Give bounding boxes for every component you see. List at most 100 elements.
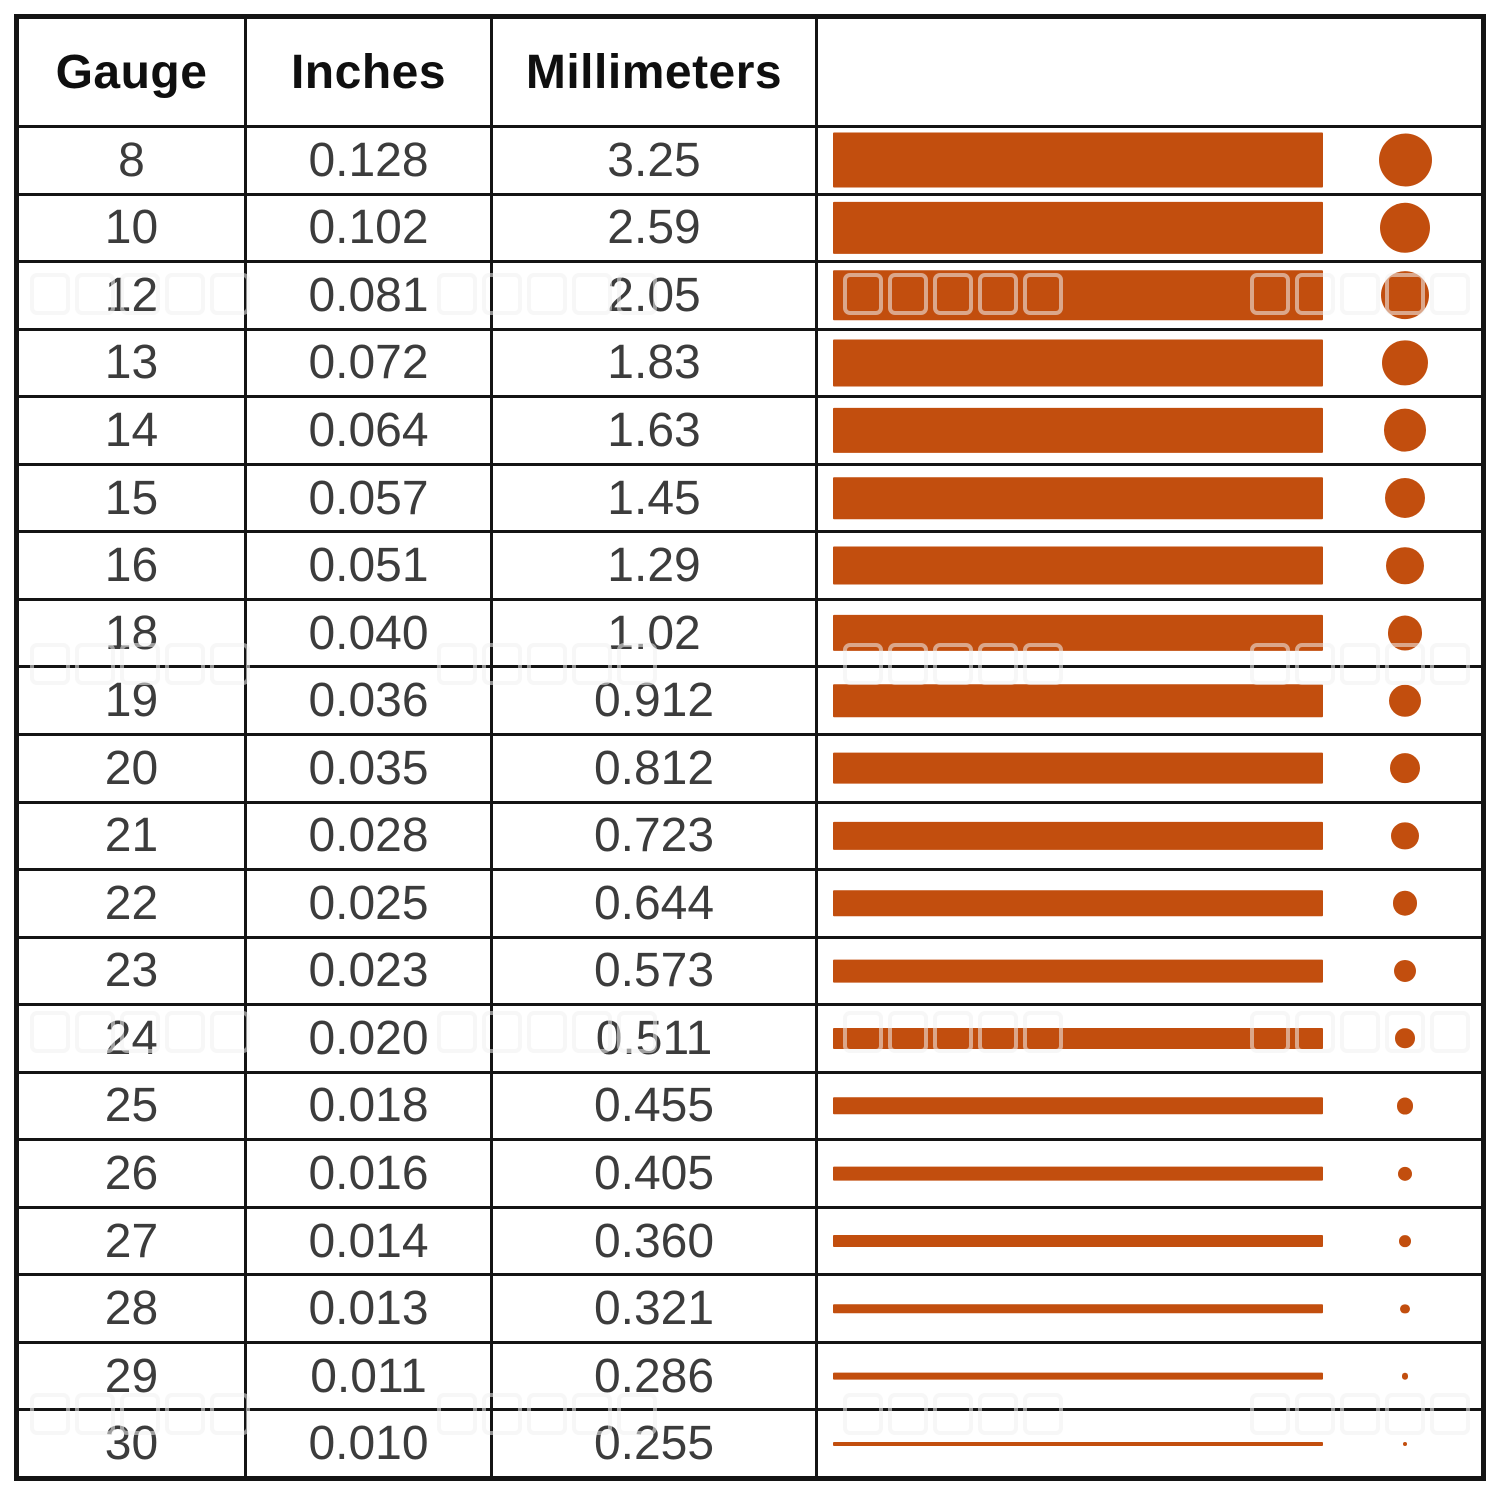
millimeters-value: 0.912 xyxy=(493,668,815,733)
wire-diameter-dot xyxy=(1382,340,1428,386)
wire-size-visual-cell xyxy=(818,398,1481,463)
gauge-value: 8 xyxy=(19,128,244,193)
wire-size-visual-cell xyxy=(818,668,1481,733)
gauge-value: 10 xyxy=(19,195,244,261)
wire-size-visual-cell xyxy=(818,871,1481,936)
wire-thickness-bar xyxy=(833,615,1323,652)
wire-thickness-bar xyxy=(833,201,1323,254)
millimeters-value: 0.812 xyxy=(493,735,815,801)
wire-size-visual-cell xyxy=(818,1276,1481,1341)
wire-thickness-bar xyxy=(833,959,1323,983)
millimeters-value: 1.83 xyxy=(493,330,815,396)
wire-thickness-bar xyxy=(833,270,1323,321)
gauge-value: 26 xyxy=(19,1141,244,1206)
gauge-value: 13 xyxy=(19,330,244,396)
wire-size-visual-cell xyxy=(818,1208,1481,1274)
wire-size-visual-cell xyxy=(818,128,1481,193)
gauge-value: 25 xyxy=(19,1073,244,1139)
gauge-value: 21 xyxy=(19,803,244,869)
wire-thickness-bar xyxy=(833,752,1323,784)
inches-value: 0.023 xyxy=(247,938,490,1004)
millimeters-value: 1.02 xyxy=(493,600,815,666)
wire-diameter-dot xyxy=(1391,822,1419,850)
millimeters-value: 0.455 xyxy=(493,1073,815,1139)
inches-value: 0.010 xyxy=(247,1411,490,1476)
wire-thickness-bar xyxy=(833,1097,1323,1115)
inches-value: 0.057 xyxy=(247,465,490,531)
millimeters-value: 1.45 xyxy=(493,465,815,531)
wire-size-visual-cell xyxy=(818,938,1481,1004)
millimeters-value: 3.25 xyxy=(493,128,815,193)
gauge-value: 22 xyxy=(19,871,244,936)
wire-diameter-dot xyxy=(1384,477,1425,519)
inches-value: 0.011 xyxy=(247,1343,490,1409)
gauge-table: Gauge Inches Millimeters 8 0.128 3.25 10 0.1… xyxy=(14,14,1486,1481)
wire-thickness-bar xyxy=(833,1372,1323,1380)
wire-diameter-dot xyxy=(1379,202,1431,254)
inches-value: 0.013 xyxy=(247,1276,490,1341)
gauge-value: 16 xyxy=(19,533,244,598)
gauge-value: 28 xyxy=(19,1276,244,1341)
inches-value: 0.025 xyxy=(247,871,490,936)
wire-diameter-dot xyxy=(1399,1235,1411,1247)
wire-diameter-dot xyxy=(1403,1441,1407,1446)
millimeters-value: 0.360 xyxy=(493,1208,815,1274)
gauge-value: 20 xyxy=(19,735,244,801)
wire-thickness-bar xyxy=(833,683,1323,718)
wire-diameter-dot xyxy=(1395,1028,1415,1049)
inches-value: 0.081 xyxy=(247,263,490,328)
wire-thickness-bar xyxy=(833,1166,1323,1181)
inches-value: 0.016 xyxy=(247,1141,490,1206)
gauge-value: 30 xyxy=(19,1411,244,1476)
inches-value: 0.072 xyxy=(247,330,490,396)
wire-thickness-bar xyxy=(833,1235,1323,1248)
inches-value: 0.028 xyxy=(247,803,490,869)
wire-size-visual-cell xyxy=(818,1141,1481,1206)
wire-size-visual-cell xyxy=(818,465,1481,531)
millimeters-value: 0.255 xyxy=(493,1411,815,1476)
wire-diameter-dot xyxy=(1378,133,1432,187)
wire-diameter-dot xyxy=(1397,1166,1413,1181)
inches-value: 0.020 xyxy=(247,1006,490,1071)
millimeters-value: 0.286 xyxy=(493,1343,815,1409)
wire-thickness-bar xyxy=(833,339,1323,387)
millimeters-value: 1.63 xyxy=(493,398,815,463)
gauge-value: 12 xyxy=(19,263,244,328)
wire-thickness-bar xyxy=(833,1303,1323,1314)
inches-value: 0.014 xyxy=(247,1208,490,1274)
gauge-value: 14 xyxy=(19,398,244,463)
column-header-millimeters: Millimeters xyxy=(493,19,815,125)
column-header-visual xyxy=(818,19,1481,125)
gauge-value: 23 xyxy=(19,938,244,1004)
millimeters-value: 2.05 xyxy=(493,263,815,328)
gauge-value: 27 xyxy=(19,1208,244,1274)
inches-value: 0.128 xyxy=(247,128,490,193)
wire-thickness-bar xyxy=(833,546,1323,586)
column-header-inches: Inches xyxy=(247,19,490,125)
wire-diameter-dot xyxy=(1386,546,1424,585)
inches-value: 0.040 xyxy=(247,600,490,666)
gauge-value: 15 xyxy=(19,465,244,531)
wire-size-visual-cell xyxy=(818,195,1481,261)
wire-diameter-dot xyxy=(1390,753,1420,784)
wire-size-visual-cell xyxy=(818,803,1481,869)
millimeters-value: 1.29 xyxy=(493,533,815,598)
wire-diameter-dot xyxy=(1394,959,1417,982)
inches-value: 0.035 xyxy=(247,735,490,801)
gauge-value: 24 xyxy=(19,1006,244,1071)
wire-diameter-dot xyxy=(1381,271,1429,320)
gauge-value: 19 xyxy=(19,668,244,733)
wire-diameter-dot xyxy=(1392,891,1418,916)
wire-size-visual-cell xyxy=(818,600,1481,666)
gauge-value: 29 xyxy=(19,1343,244,1409)
column-header-gauge: Gauge xyxy=(19,19,244,125)
inches-value: 0.064 xyxy=(247,398,490,463)
wire-size-visual-cell xyxy=(818,263,1481,328)
inches-value: 0.018 xyxy=(247,1073,490,1139)
wire-size-visual-cell xyxy=(818,1073,1481,1139)
wire-thickness-bar xyxy=(833,1028,1323,1049)
wire-size-visual-cell xyxy=(818,1411,1481,1476)
wire-diameter-dot xyxy=(1387,615,1423,651)
millimeters-value: 0.723 xyxy=(493,803,815,869)
wire-thickness-bar xyxy=(833,477,1323,519)
